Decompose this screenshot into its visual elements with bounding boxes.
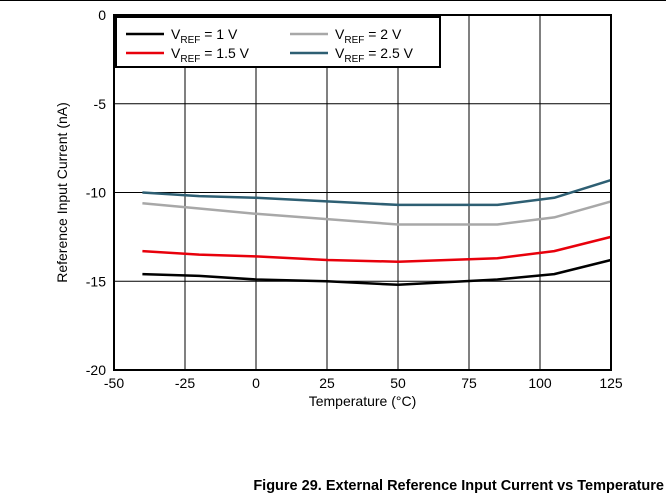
series-line-3 <box>142 200 612 226</box>
x-tick-label: 50 <box>390 375 406 391</box>
y-tick-label: -15 <box>86 273 106 289</box>
y-tick-label: -10 <box>86 185 106 201</box>
chart: -50 -25 0 25 50 75 100 125 0 -5 -10 -15 -20 VREF = 1… <box>54 7 623 409</box>
x-tick-label: 100 <box>528 375 552 391</box>
y-axis-label: Reference Input Current (nA) <box>54 102 70 283</box>
series-line-4 <box>142 178 612 207</box>
tick-labels: -50 -25 0 25 50 75 100 125 0 -5 -10 -15 -20 <box>86 7 623 391</box>
x-tick-label: 75 <box>461 375 477 391</box>
y-tick-label: 0 <box>98 7 106 23</box>
legend-label: VREF = 1 V <box>171 26 238 46</box>
x-tick-label: -25 <box>175 375 195 391</box>
legend-label: VREF = 1.5 V <box>171 45 250 65</box>
series-group <box>142 178 612 287</box>
series-line-2 <box>142 235 612 263</box>
grid <box>114 15 611 370</box>
x-axis-label: Temperature (°C) <box>309 393 417 409</box>
legend-label: VREF = 2 V <box>335 26 402 46</box>
plot-frame <box>113 14 612 371</box>
x-tick-label: 0 <box>252 375 260 391</box>
x-tick-label: 125 <box>599 375 623 391</box>
legend-label: VREF = 2.5 V <box>335 45 414 65</box>
series-line-1 <box>142 258 612 287</box>
legend: VREF = 1 V VREF = 2 V VREF = 1.5 V VREF = 2… <box>115 16 441 68</box>
x-tick-label: 25 <box>319 375 335 391</box>
y-tick-label: -20 <box>86 362 106 378</box>
figure-caption: Figure 29. External Reference Input Curr… <box>253 478 664 494</box>
x-tick-label: -50 <box>104 375 124 391</box>
y-tick-label: -5 <box>94 96 107 112</box>
top-rule <box>0 0 666 1</box>
legend-box <box>115 16 441 68</box>
